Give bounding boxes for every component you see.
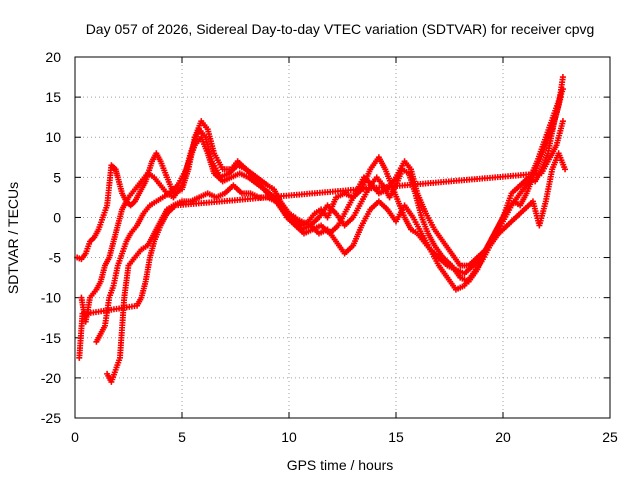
y-tick-label: -20: [41, 370, 61, 386]
axis-ticks: 0 5 10 15 20 25 -25 -20 -15 -10 -5 0 5 10 15 20: [41, 49, 618, 445]
y-tick-label: 5: [53, 169, 61, 185]
y-tick-label: -25: [41, 410, 61, 426]
x-axis-label: GPS time / hours: [287, 457, 394, 473]
y-axis-label: SDTVAR / TECUs: [5, 182, 21, 294]
x-tick-label: 0: [71, 429, 79, 445]
chart-title: Day 057 of 2026, Sidereal Day-to-day VTE…: [86, 21, 595, 37]
data-point: [562, 166, 569, 173]
y-tick-label: -5: [49, 250, 62, 266]
y-tick-label: 15: [45, 89, 61, 105]
data-point: [559, 118, 566, 125]
x-tick-label: 20: [495, 429, 511, 445]
y-tick-label: -10: [41, 290, 61, 306]
x-tick-label: 5: [178, 429, 186, 445]
y-tick-label: 20: [45, 49, 61, 65]
grid: [75, 57, 610, 418]
data-point: [559, 74, 566, 81]
y-tick-label: 0: [53, 209, 61, 225]
plot-frame: [74, 56, 611, 419]
y-tick-label: -15: [41, 330, 61, 346]
x-tick-label: 25: [602, 429, 618, 445]
y-tick-label: 10: [45, 129, 61, 145]
data-point: [559, 86, 566, 93]
x-tick-label: 15: [388, 429, 404, 445]
data-marks: [74, 74, 569, 385]
x-tick-label: 10: [281, 429, 297, 445]
